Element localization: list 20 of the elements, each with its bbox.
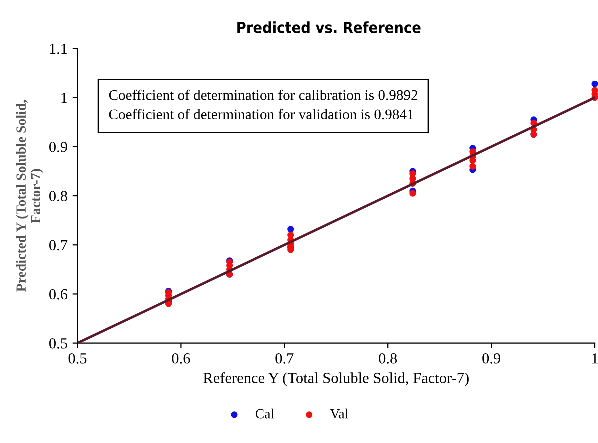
annotation: Coefficient of determination for validation is 0.9841 [109,109,414,120]
x-tick-label: 0.7 [276,353,294,364]
annotation: Coefficient of determination for calibration is 0.9892 [109,90,418,100]
x-axis-title: Reference Y (Total Soluble Solid, Factor-7) [204,372,469,386]
y-tick-label: 0.9 [50,142,68,152]
y-tick-label: 1 [62,93,68,104]
x-tick-label: 0.8 [379,353,398,364]
legend-label: Cal [256,408,274,419]
legend-label: Val [330,408,348,419]
x-tick-label: 0.9 [482,353,500,364]
y-tick-label: 0.8 [50,191,68,202]
chart-title: Predicted vs. Reference [238,22,421,34]
y-tick-label: 0.7 [50,240,68,251]
y-tick-label: 0.5 [50,338,68,349]
x-tick-label: 0.6 [172,353,190,364]
y-tick-label: 1.1 [50,44,68,54]
x-tick-label: 0.5 [68,353,87,364]
y-axis-title: Predicted Y (Total Soluble Solid, Factor-7) [16,100,44,292]
y-tick-label: 0.6 [50,289,68,300]
x-tick-label: 1 [592,354,598,364]
